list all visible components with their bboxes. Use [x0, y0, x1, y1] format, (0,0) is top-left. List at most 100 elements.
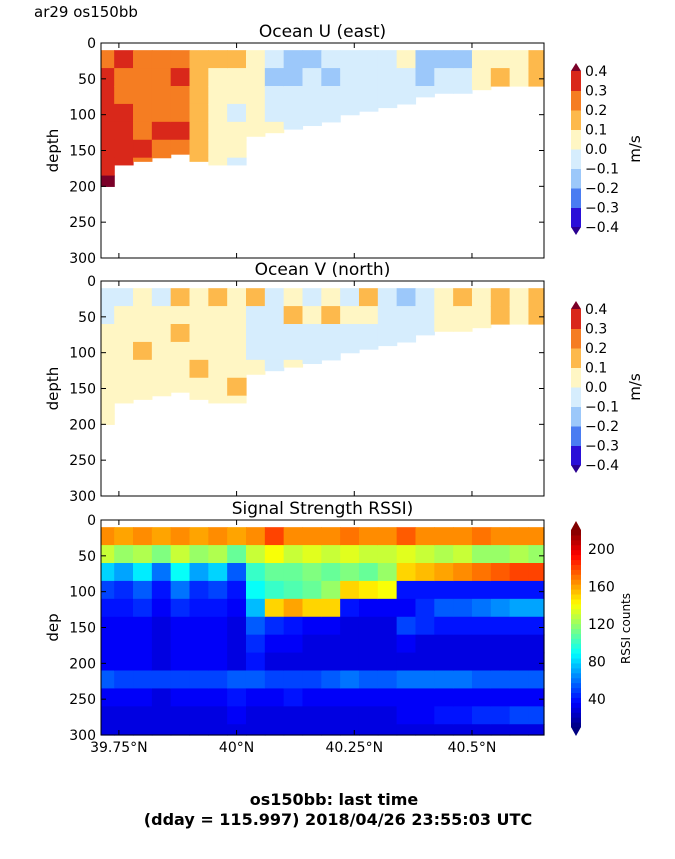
heatmap-cell — [114, 377, 134, 397]
heatmap-cell — [509, 68, 530, 87]
colorbar-tick-label: 160 — [588, 579, 615, 595]
heatmap-cell — [321, 50, 341, 69]
heatmap-cell — [170, 139, 191, 155]
heatmap-cell — [189, 306, 209, 325]
heatmap-cell — [528, 598, 545, 618]
heatmap-cell — [415, 306, 435, 325]
heatmap-cell — [101, 706, 115, 725]
heatmap-cell — [245, 50, 266, 69]
colorbar-tick-label: −0.1 — [585, 400, 619, 416]
heatmap-cell — [227, 86, 247, 105]
colorbar-tick-label: 0.0 — [585, 380, 607, 396]
heatmap-cell — [471, 598, 492, 618]
heatmap-cell — [133, 139, 153, 159]
heatmap-cell — [151, 288, 172, 307]
heatmap-cell — [377, 288, 398, 307]
heatmap-cell — [227, 652, 247, 672]
heatmap-cell — [377, 580, 398, 600]
run-label: ar29 os150bb — [34, 3, 138, 21]
heatmap-cell — [245, 103, 266, 123]
heatmap-cell — [101, 341, 115, 361]
heatmap-cell — [415, 634, 435, 654]
heatmap-cell — [490, 50, 511, 69]
heatmap-cell — [227, 157, 247, 166]
heatmap-cell — [114, 580, 134, 600]
heatmap-cell — [208, 616, 228, 636]
heatmap-cell — [264, 527, 285, 546]
colorbar-tick-label: 40 — [588, 692, 606, 708]
heatmap-cell — [208, 139, 228, 159]
heatmap-cell — [133, 86, 153, 105]
heatmap-cell — [208, 86, 228, 105]
heatmap-cell — [133, 341, 153, 361]
heatmap-cell — [377, 50, 398, 69]
heatmap-cell — [528, 634, 545, 654]
heatmap-cell — [471, 288, 492, 307]
heatmap-cell — [227, 616, 247, 636]
y-tick-label: 50 — [78, 72, 96, 88]
heatmap-cell — [377, 68, 398, 87]
heatmap-cell — [227, 341, 247, 361]
heatmap-cell — [227, 139, 247, 159]
heatmap-cell — [358, 616, 379, 636]
heatmap-cell — [321, 324, 341, 343]
heatmap-cell — [170, 50, 191, 69]
heatmap-cell — [133, 324, 153, 343]
colorbar-segment — [571, 589, 581, 595]
y-tick-label: 0 — [87, 36, 96, 52]
heatmap-cell — [321, 288, 341, 307]
panel-title: Ocean V (north) — [255, 260, 391, 280]
colorbar-level — [571, 207, 581, 228]
heatmap-cell — [114, 616, 134, 636]
heatmap-cell — [264, 616, 285, 636]
x-tick-label: 40°N — [219, 740, 254, 756]
heatmap-cell — [114, 598, 134, 618]
heatmap-cell — [151, 598, 172, 618]
heatmap-cell — [453, 580, 473, 600]
heatmap-cell — [133, 157, 153, 162]
colorbar-level — [571, 168, 581, 189]
heatmap-cell — [208, 359, 228, 379]
y-tick-label: 150 — [69, 382, 96, 398]
heatmap-cell — [321, 563, 341, 582]
heatmap-cell — [415, 527, 435, 546]
heatmap-cell — [170, 121, 191, 141]
heatmap-cell — [434, 545, 454, 564]
heatmap-cell — [151, 324, 172, 343]
heatmap-cell — [340, 86, 360, 105]
heatmap-cell — [245, 652, 266, 672]
colorbar-label: m/s — [626, 373, 644, 401]
heatmap-cell — [170, 359, 191, 379]
heatmap-cell — [302, 670, 322, 690]
heatmap-cell — [509, 688, 530, 707]
heatmap-cell — [208, 706, 228, 725]
heatmap-cell — [321, 598, 341, 618]
heatmap-cell — [321, 306, 341, 325]
colorbar-under-arrow — [571, 727, 581, 736]
colorbar-level — [571, 129, 581, 150]
heatmap-cell — [528, 616, 545, 636]
heatmap-cell — [227, 688, 247, 707]
colorbar-segment — [571, 643, 581, 649]
colorbar-tick-label: 0.0 — [585, 142, 607, 158]
heatmap-cell — [490, 688, 511, 707]
heatmap-cell — [151, 86, 172, 105]
colorbar-segment — [571, 662, 581, 669]
heatmap-cell — [528, 670, 545, 690]
y-tick-label: 250 — [69, 215, 96, 231]
heatmap-cell — [471, 68, 492, 87]
heatmap-cell — [264, 634, 285, 654]
heatmap-cell — [528, 652, 545, 672]
colorbar-segment — [571, 717, 581, 723]
heatmap-cell — [208, 306, 228, 325]
heatmap-cell — [490, 545, 511, 564]
heatmap-cell — [396, 324, 417, 343]
heatmap-cell — [114, 86, 134, 105]
heatmap-cell — [415, 706, 435, 725]
heatmap-cell — [189, 670, 209, 690]
heatmap-cell — [471, 527, 492, 546]
heatmap-cell — [101, 634, 115, 654]
heatmap-cell — [302, 724, 322, 736]
heatmap-cell — [227, 563, 247, 582]
